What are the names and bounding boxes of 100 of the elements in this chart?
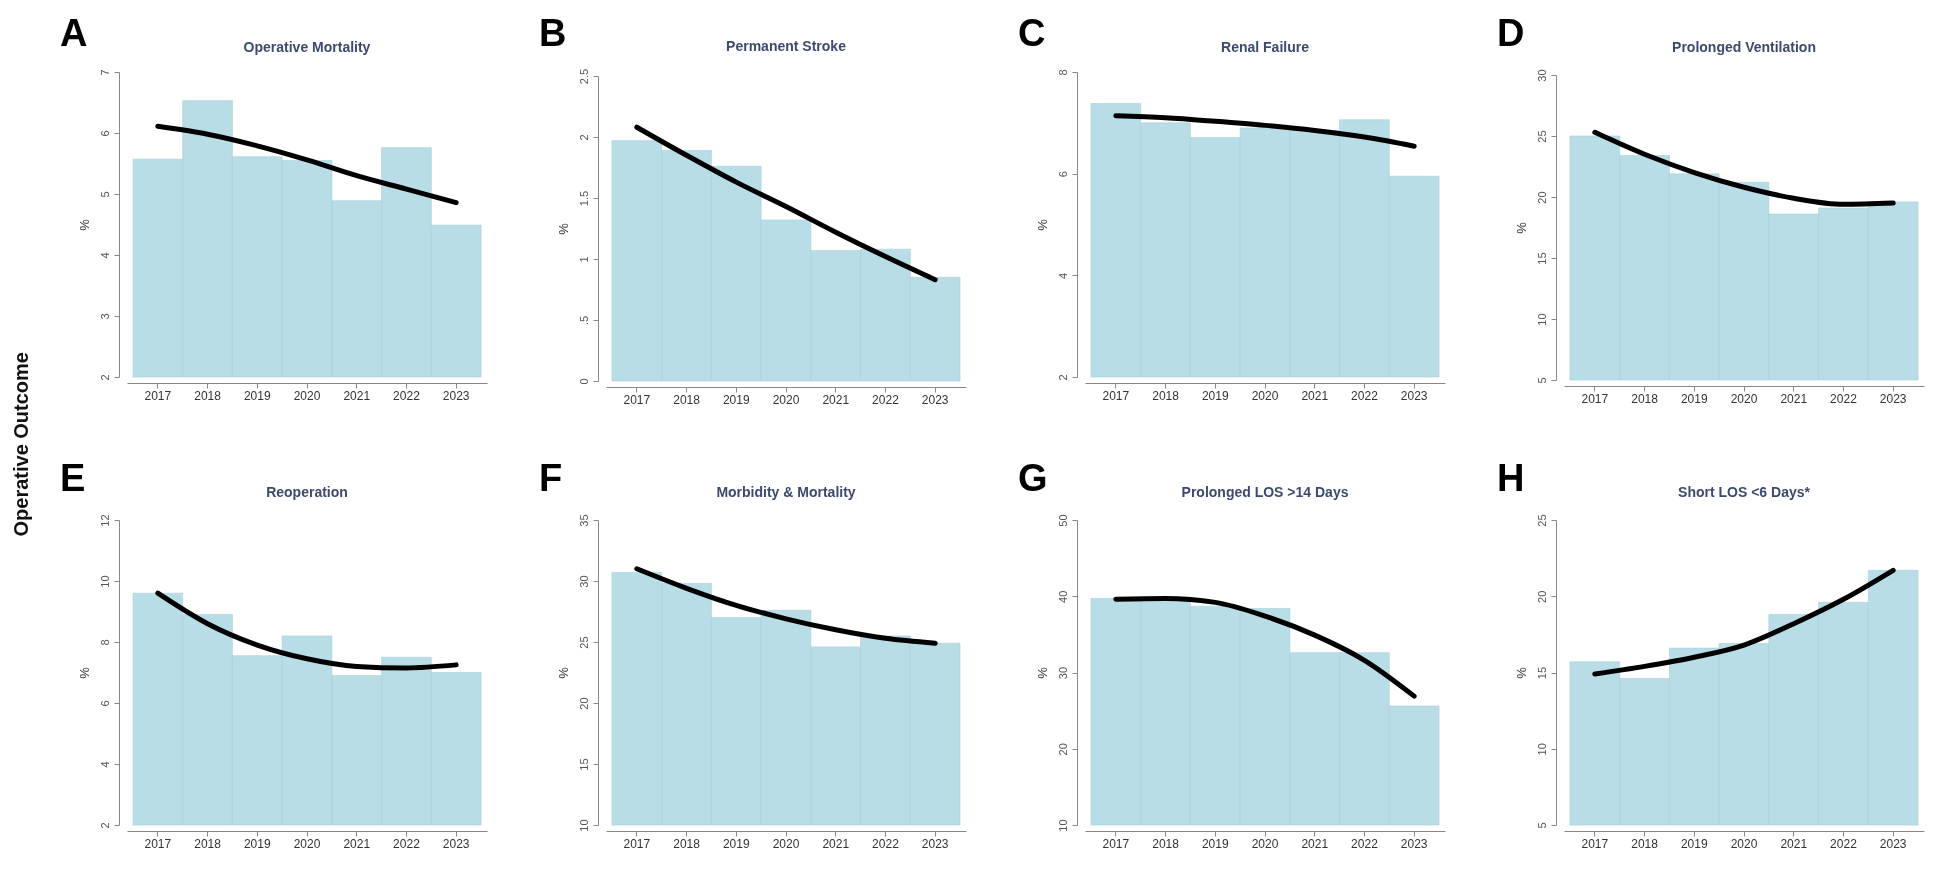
- y-tick-label: 3: [98, 313, 111, 320]
- x-tick-label: 2018: [673, 392, 701, 407]
- x-tick-label: 2018: [673, 836, 701, 851]
- y-tick-label: 5: [1535, 822, 1548, 829]
- x-tick-label: 2023: [1400, 388, 1428, 403]
- x-tick-label: 2020: [772, 392, 800, 407]
- x-tick-label: 2021: [822, 836, 850, 851]
- y-tick-label: 2: [577, 134, 590, 141]
- x-tick-label: 2021: [1780, 836, 1808, 851]
- y-tick-label: 20: [1535, 191, 1548, 204]
- y-tick-label: 1.5: [577, 190, 590, 207]
- x-tick-label: 2021: [1780, 391, 1808, 406]
- y-tick-label: 30: [1056, 666, 1069, 680]
- x-tick-label: 2019: [722, 836, 750, 851]
- x-tick-label: 2023: [921, 836, 949, 851]
- x-tick-label: 2020: [1730, 836, 1758, 851]
- x-tick-label: 2020: [1251, 388, 1279, 403]
- text: Operative Outcome: [9, 352, 33, 537]
- x-tick-label: 2020: [293, 836, 321, 851]
- y-tick-label: 12: [98, 514, 111, 527]
- x-tick-label: 2018: [1152, 836, 1180, 851]
- x-tick-label: 2022: [872, 836, 900, 851]
- x-tick-label: 2023: [921, 392, 949, 407]
- x-tick-label: 2019: [1201, 388, 1229, 403]
- x-tick-label: 2022: [1830, 836, 1858, 851]
- y-tick-label: 35: [577, 514, 590, 527]
- x-tick-label: 2019: [1201, 836, 1229, 851]
- chart-title: Operative Mortality: [243, 38, 371, 55]
- y-tick-label: .5: [577, 315, 590, 326]
- text: E: [60, 457, 86, 499]
- x-tick-label: 2019: [243, 388, 271, 403]
- chart-title: Reoperation: [266, 483, 348, 500]
- x-tick-label: 2019: [1680, 391, 1708, 406]
- x-tick-label: 2018: [194, 836, 222, 851]
- y-tick-label: 50: [1056, 514, 1069, 527]
- x-tick-label: 2022: [1830, 391, 1858, 406]
- x-tick-label: 2018: [194, 388, 222, 403]
- y-axis-title: %: [1034, 218, 1050, 231]
- text: G: [1018, 457, 1048, 499]
- x-tick-label: 2022: [1351, 836, 1379, 851]
- x-tick-label: 2022: [872, 392, 900, 407]
- y-tick-label: 2: [98, 822, 111, 829]
- y-axis-title: %: [1513, 666, 1529, 679]
- y-tick-label: 25: [577, 636, 590, 649]
- y-tick-label: 2: [1056, 374, 1069, 381]
- text: H: [1497, 457, 1525, 499]
- text: D: [1497, 12, 1525, 54]
- text: C: [1018, 12, 1046, 54]
- y-tick-label: 0: [577, 378, 590, 385]
- x-tick-label: 2018: [1631, 391, 1659, 406]
- y-tick-label: 8: [98, 639, 111, 646]
- x-tick-label: 2017: [1102, 388, 1130, 403]
- x-tick-label: 2017: [1581, 391, 1609, 406]
- y-tick-label: 10: [577, 819, 590, 832]
- y-tick-label: 7: [98, 69, 111, 76]
- x-tick-label: 2023: [442, 388, 470, 403]
- x-tick-label: 2022: [1351, 388, 1379, 403]
- x-tick-label: 2021: [343, 836, 371, 851]
- x-tick-label: 2021: [1301, 388, 1329, 403]
- y-tick-label: 10: [98, 575, 111, 588]
- x-tick-label: 2021: [343, 388, 371, 403]
- x-tick-label: 2020: [293, 388, 321, 403]
- y-tick-label: 4: [98, 252, 111, 259]
- y-tick-label: 5: [1535, 377, 1548, 384]
- y-tick-label: 5: [98, 191, 111, 198]
- x-tick-label: 2017: [1102, 836, 1130, 851]
- y-tick-label: 1: [577, 256, 590, 263]
- chart-title: Renal Failure: [1221, 38, 1310, 55]
- y-tick-label: 25: [1535, 514, 1548, 527]
- x-tick-label: 2020: [772, 836, 800, 851]
- y-tick-label: 8: [1056, 69, 1069, 76]
- x-tick-label: 2018: [1631, 836, 1659, 851]
- x-tick-label: 2020: [1251, 836, 1279, 851]
- y-tick-label: 15: [1535, 666, 1548, 680]
- x-tick-label: 2017: [1581, 836, 1609, 851]
- y-tick-label: 20: [1056, 743, 1069, 756]
- y-axis-title: %: [555, 666, 571, 679]
- y-axis-title: %: [76, 666, 92, 679]
- x-tick-label: 2023: [1879, 391, 1907, 406]
- text: B: [539, 12, 567, 54]
- x-tick-label: 2017: [623, 392, 651, 407]
- x-tick-label: 2019: [243, 836, 271, 851]
- y-tick-label: 30: [1535, 69, 1548, 82]
- y-tick-label: 2: [98, 374, 111, 381]
- text: A: [60, 12, 88, 54]
- y-tick-label: 10: [1056, 819, 1069, 832]
- chart-title: Morbidity & Mortality: [716, 483, 856, 500]
- y-tick-label: 20: [1535, 590, 1548, 603]
- chart-title: Permanent Stroke: [726, 38, 847, 55]
- chart-title: Short LOS <6 Days*: [1678, 483, 1811, 500]
- y-axis-title: %: [76, 218, 92, 231]
- chart-title: Prolonged LOS >14 Days: [1181, 483, 1349, 500]
- y-tick-label: 10: [1535, 313, 1548, 326]
- y-axis-title: %: [555, 222, 571, 235]
- y-tick-label: 25: [1535, 130, 1548, 143]
- y-tick-label: 20: [577, 697, 590, 710]
- y-tick-label: 40: [1056, 590, 1069, 603]
- y-tick-label: 15: [1535, 252, 1548, 265]
- x-tick-label: 2021: [1301, 836, 1329, 851]
- x-tick-label: 2023: [1400, 836, 1428, 851]
